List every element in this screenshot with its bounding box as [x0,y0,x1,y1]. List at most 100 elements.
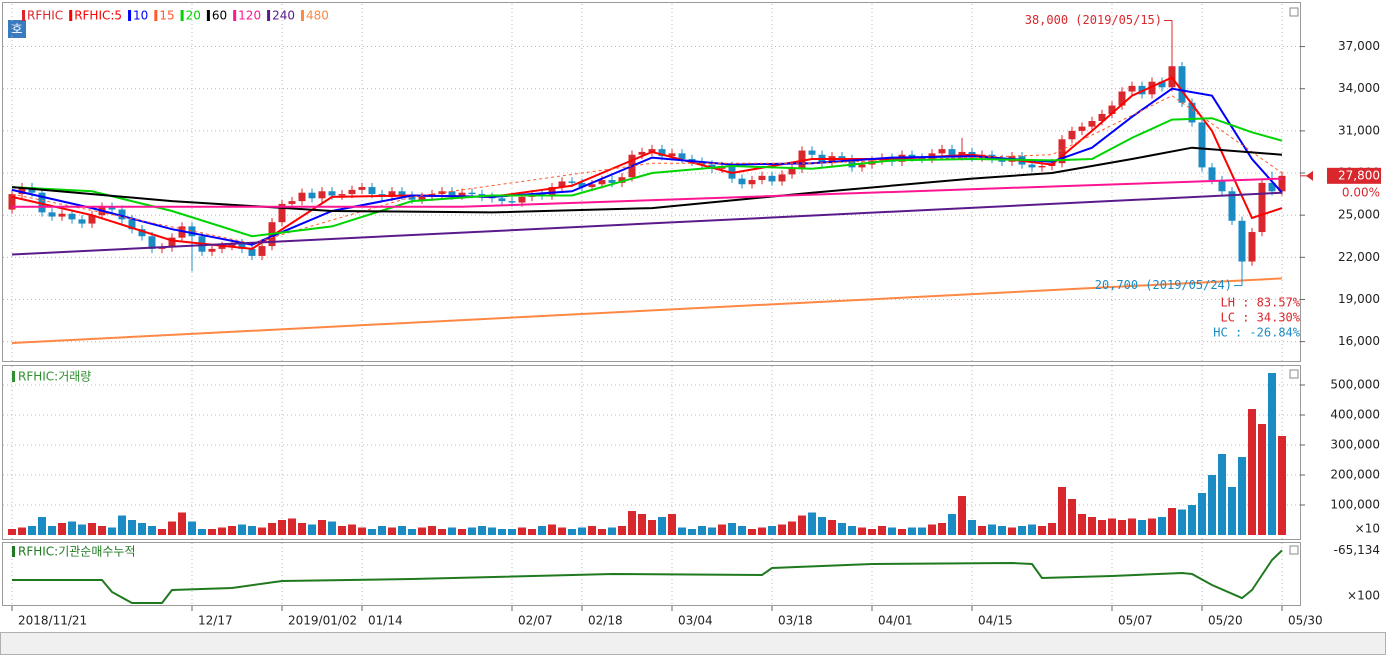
volume-bar [478,526,486,535]
last-price-pointer [1306,170,1313,181]
candle-body [738,178,746,185]
volume-bar [188,521,196,535]
candle-body [1218,180,1226,192]
candle-body [1038,165,1046,168]
stat-label: LC : 34.30% [1221,311,1301,325]
candle-body [58,213,66,217]
candle-body [8,194,16,210]
volume-bar [1168,508,1176,535]
scrollbar[interactable] [0,632,1386,655]
volume-bar [428,526,436,535]
candle-body [658,149,666,157]
volume-bar [318,520,326,535]
volume-bar [1048,523,1056,535]
volume-bar [1088,517,1096,535]
volume-bar [958,496,966,535]
candle-body [1148,81,1156,95]
volume-bar [118,515,126,535]
y-tick-label: 300,000 [1330,438,1380,452]
x-tick-label: 02/18 [588,614,623,628]
legend-marker [233,10,237,21]
volume-panel [2,365,1301,540]
badge: 호 [11,22,22,36]
volume-bar [1028,524,1036,535]
volume-bar [928,524,936,535]
panel-button[interactable] [1289,7,1299,17]
legend-entry: 60 [212,9,227,23]
candle-body [38,192,46,213]
volume-bar [648,520,656,535]
volume-bar [1198,493,1206,535]
candle-body [548,187,556,196]
candle-body [238,243,246,249]
volume-bar [1268,373,1276,535]
volume-bar [388,527,396,535]
volume-bar [998,526,1006,535]
volume-bar [88,523,96,535]
candle-body [18,187,26,195]
volume-bar [308,524,316,535]
x-tick-label: 05/30 [1288,614,1323,628]
candle-body [588,184,596,188]
candle-body [1178,66,1186,103]
y-tick-label: 16,000 [1338,334,1380,348]
volume-bar [1138,520,1146,535]
candle-body [948,149,956,157]
volume-bar [128,520,136,535]
x-tick-label: 03/18 [778,614,813,628]
y-tick-label: 19,000 [1338,292,1380,306]
x-tick-label: 2018/11/21 [18,614,87,628]
volume-bar [528,529,536,535]
volume-bar [558,527,566,535]
candle-body [1228,191,1236,221]
flow-panel [2,542,1301,606]
flow-line [12,549,1283,604]
candle-body [1208,167,1216,181]
candle-body [618,177,626,183]
candle-body [1068,130,1076,140]
candle-body [458,192,466,196]
volume-bar [508,529,516,535]
candle-body [668,153,676,157]
volume-bar [708,527,716,535]
panel-button[interactable] [1289,545,1299,555]
volume-bar [1208,475,1216,535]
candle-body [1238,220,1246,262]
candle-body [638,151,646,155]
candle-body [1248,232,1256,262]
volume-bar [1178,509,1186,535]
volume-bar [298,523,306,535]
unit-note: ×10 [1355,522,1380,536]
volume-bar [878,526,886,535]
candle-body [138,229,146,237]
y-tick-label: 400,000 [1330,408,1380,422]
volume-bar [748,529,756,535]
candle-body [358,187,366,190]
volume-bar [168,521,176,535]
volume-bar [208,529,216,535]
volume-bar [248,526,256,535]
volume-bar [458,529,466,535]
panel-button[interactable] [1289,369,1299,379]
volume-bar [518,527,526,535]
volume-bar [988,524,996,535]
candle-body [758,175,766,181]
panel-title: RFHIC:거래량 [18,370,91,384]
volume-bar [368,529,376,535]
volume-bar [418,527,426,535]
volume-bar [978,526,986,535]
x-tick-label: 05/07 [1118,614,1153,628]
candle-body [218,246,226,249]
x-tick-label: 03/04 [678,614,713,628]
candle-body [858,164,866,168]
candle-body [1128,85,1136,92]
candle-body [1198,122,1206,168]
volume-bar [178,512,186,535]
volume-bar [1068,499,1076,535]
volume-bar [278,520,286,535]
candle-body [408,195,416,200]
volume-bar [918,527,926,535]
candle-body [908,154,916,158]
candle-body [368,187,376,195]
x-tick-label: 04/15 [978,614,1013,628]
